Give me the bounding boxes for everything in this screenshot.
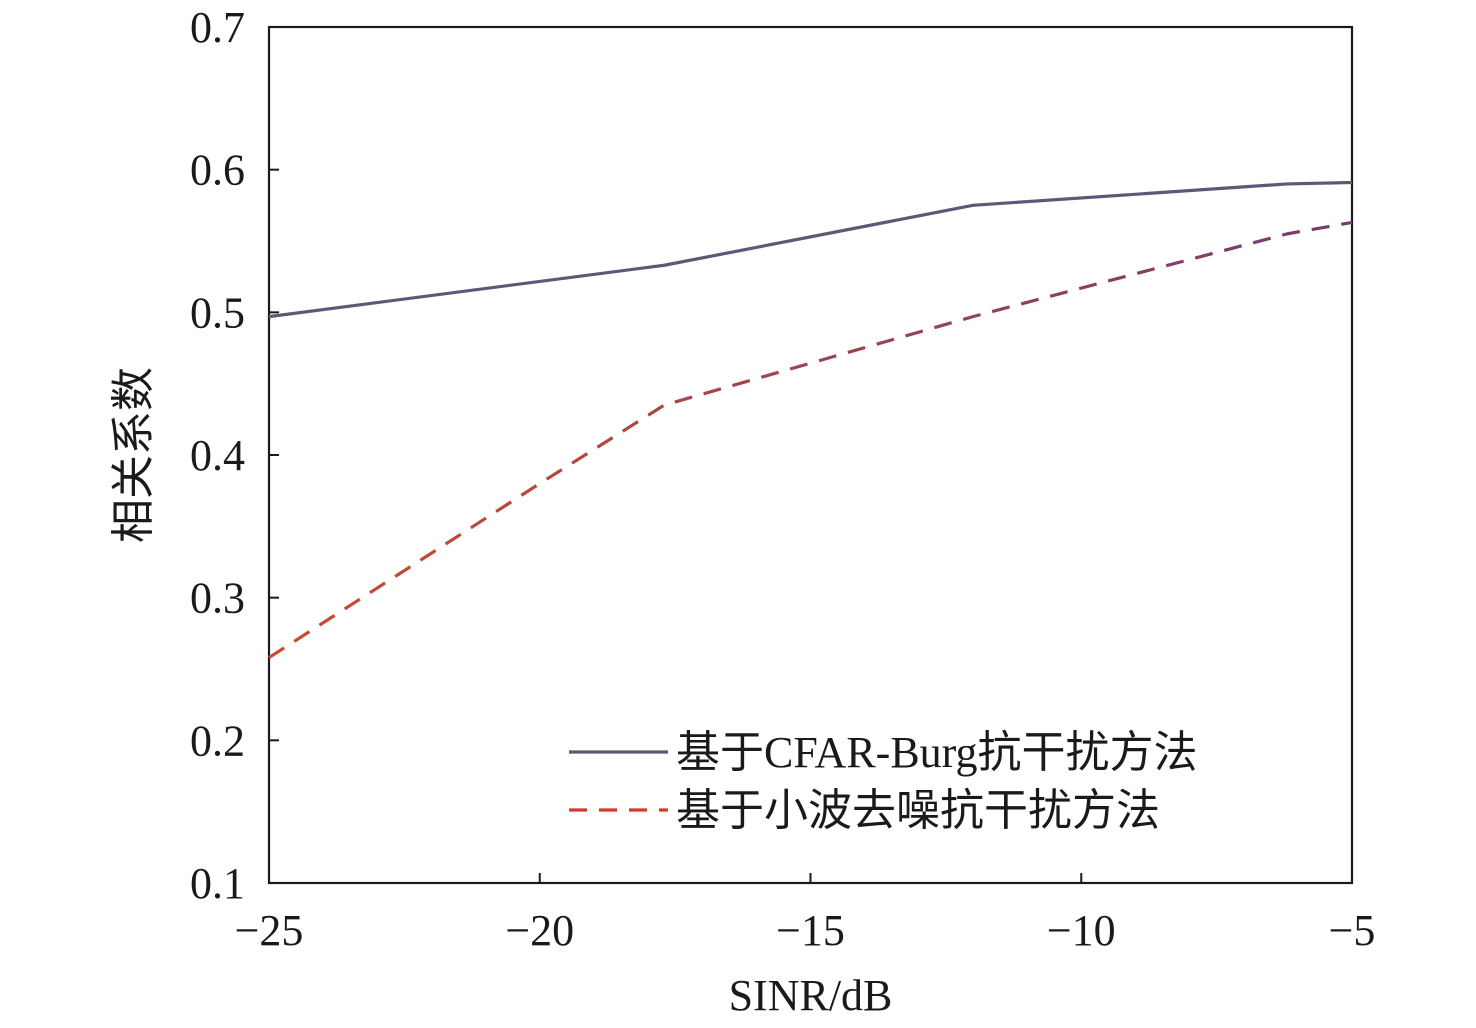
y-tick-label: 0.7 bbox=[190, 3, 245, 52]
y-tick-label: 0.1 bbox=[190, 859, 245, 908]
y-tick-label: 0.6 bbox=[190, 146, 245, 195]
series-line-wavelet bbox=[268, 220, 1353, 659]
x-tick-label: −25 bbox=[235, 906, 304, 955]
legend-label-cfar-burg: 基于CFAR-Burg抗干扰方法 bbox=[676, 728, 1198, 777]
x-tick-label: −5 bbox=[1329, 906, 1376, 955]
y-tick-label: 0.3 bbox=[190, 574, 245, 623]
legend: 基于CFAR-Burg抗干扰方法 基于小波去噪抗干扰方法 bbox=[569, 728, 1198, 835]
legend-label-wavelet: 基于小波去噪抗干扰方法 bbox=[676, 786, 1160, 835]
x-tick-label: −15 bbox=[776, 906, 845, 955]
x-tick-label: −20 bbox=[505, 906, 574, 955]
series-layer bbox=[268, 180, 1353, 659]
x-tick-label: −10 bbox=[1047, 906, 1116, 955]
y-tick-label: 0.2 bbox=[190, 716, 245, 765]
y-tick-label: 0.4 bbox=[190, 431, 245, 480]
y-axis-title: 相关系数 bbox=[109, 367, 158, 543]
y-tick-label: 0.5 bbox=[190, 288, 245, 337]
x-axis-title: SINR/dB bbox=[729, 971, 893, 1020]
series-line-cfar-burg bbox=[268, 180, 1353, 319]
axes: −25 −20 −15 −10 −5 0.1 0.2 0.3 0.4 0.5 0.6 0.7 bbox=[190, 3, 1375, 955]
